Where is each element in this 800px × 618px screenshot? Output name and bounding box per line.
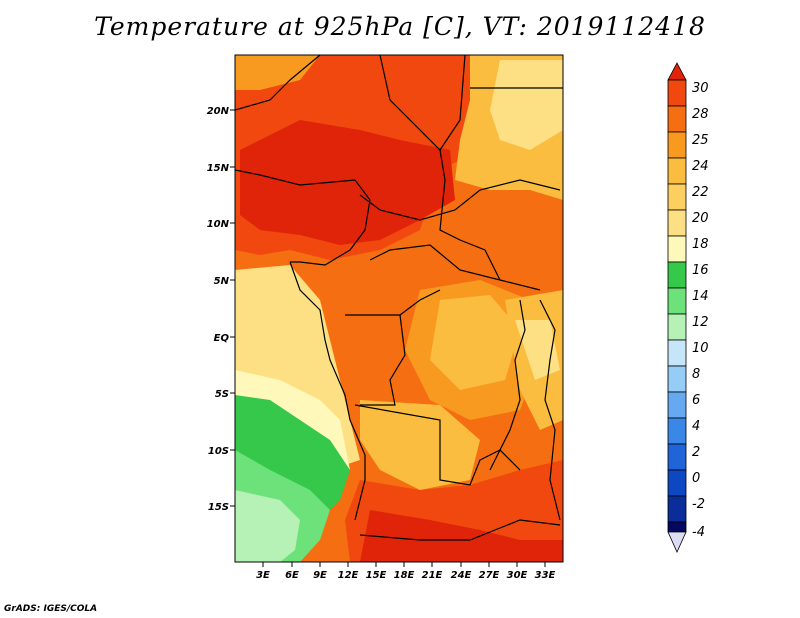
credit-text: GrADS: IGES/COLA [4,604,98,614]
lat-label: 10N [207,219,230,230]
lon-label: 18E [394,570,415,581]
colorbar-label: 24 [692,159,709,174]
colorbar-swatch [667,469,687,497]
colorbar-top-triangle [667,62,687,81]
lon-axis [262,562,546,567]
lon-label: 6E [285,570,299,581]
colorbar-swatch [667,79,687,107]
lon-label: 24E [451,570,472,581]
colorbar-swatch [667,287,687,315]
colorbar-label: 22 [692,185,709,200]
colorbar-label: 6 [692,393,700,408]
colorbar-swatch [667,157,687,185]
colorbar-label: 2 [692,445,700,460]
colorbar-label: 25 [692,133,709,148]
colorbar-label: 18 [692,237,709,252]
colorbar-swatch [667,209,687,237]
lat-axis [230,109,235,507]
colorbar [667,62,687,553]
colorbar-swatch [667,339,687,367]
lon-label: 3E [256,570,270,581]
colorbar-swatch [667,495,687,523]
lon-label: 30E [507,570,528,581]
colorbar-swatch [667,417,687,445]
colorbar-label: -4 [692,525,705,540]
colorbar-label: 14 [692,289,709,304]
colorbar-label: 30 [692,81,709,96]
lat-label: EQ [214,333,230,344]
lon-label: 9E [313,570,327,581]
lat-label: 15N [207,163,230,174]
temperature-field [235,55,563,562]
lon-label: 12E [338,570,359,581]
colorbar-label: 8 [692,367,700,382]
colorbar-swatch [667,235,687,263]
colorbar-label: 10 [692,341,709,356]
chart-title: Temperature at 925hPa [C], VT: 201911241… [94,12,706,41]
colorbar-swatch [667,105,687,133]
lon-label: 15E [366,570,387,581]
colorbar-label: 0 [692,471,700,486]
colorbar-swatch [667,131,687,159]
colorbar-swatch [667,261,687,289]
colorbar-swatch [667,443,687,471]
colorbar-swatch [667,521,687,533]
colorbar-swatch [667,183,687,211]
colorbar-bottom-triangle [667,531,687,553]
colorbar-label: 16 [692,263,709,278]
colorbar-label: -2 [692,497,705,512]
colorbar-label: 28 [692,107,709,122]
colorbar-swatch [667,313,687,341]
lat-label: 15S [208,502,229,513]
colorbar-swatch [667,391,687,419]
lon-label: 27E [479,570,500,581]
lon-label: 33E [535,570,556,581]
colorbar-label: 20 [692,211,709,226]
lat-label: 10S [208,446,229,457]
lon-label: 21E [422,570,443,581]
map-frame [234,54,564,563]
colorbar-label: 12 [692,315,709,330]
lat-label: 20N [207,106,230,117]
colorbar-label: 4 [692,419,700,434]
boundaries [235,55,563,541]
lat-label: 5S [215,389,229,400]
colorbar-swatch [667,365,687,393]
lat-label: 5N [214,276,230,287]
